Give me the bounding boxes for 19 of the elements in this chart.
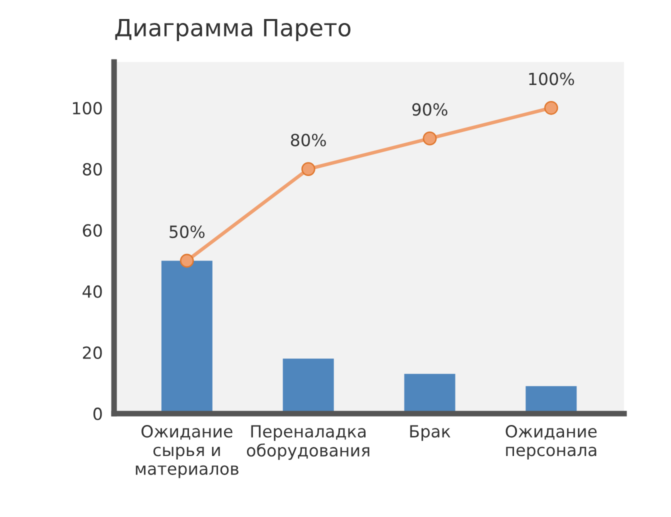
chart-title: Диаграмма Парето bbox=[115, 18, 350, 42]
y-tick-label: 100 bbox=[72, 102, 102, 114]
data-label: 50% bbox=[170, 225, 205, 238]
data-label: 100% bbox=[529, 72, 574, 86]
y-tick-label: 20 bbox=[82, 346, 102, 360]
x-tick-label: Ожидание сырья и материалов bbox=[136, 425, 238, 478]
y-tick-label: 40 bbox=[82, 285, 102, 298]
y-tick-label: 0 bbox=[93, 408, 102, 420]
point bbox=[422, 132, 437, 146]
data-label: 90% bbox=[412, 103, 448, 116]
x-tick-label: Ожидание персонала bbox=[506, 425, 597, 460]
y-tick-label: 60 bbox=[82, 224, 102, 237]
point bbox=[301, 162, 316, 176]
x-tick-label: Брак bbox=[410, 425, 450, 441]
point bbox=[180, 254, 194, 268]
x-tick-label: Переналадка оборудования bbox=[246, 425, 370, 460]
point bbox=[544, 100, 558, 115]
y-tick-label: 80 bbox=[82, 163, 102, 176]
data-label: 80% bbox=[290, 134, 326, 146]
